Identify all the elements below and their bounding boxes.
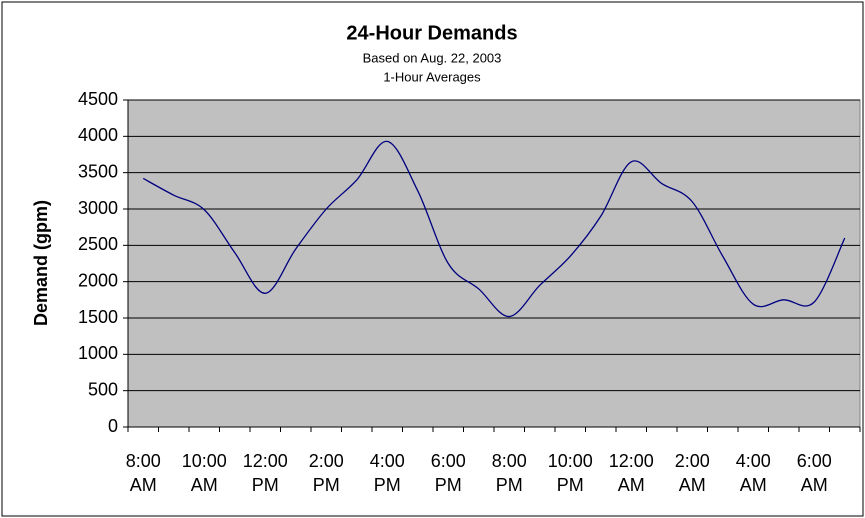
x-tick-label: 4:00 PM: [369, 451, 405, 495]
x-tick-label: 2:00 AM: [674, 451, 710, 495]
y-tick-label: 4500: [78, 89, 118, 109]
y-tick-label: 4000: [78, 125, 118, 145]
x-tick-label: 10:00 AM: [181, 451, 227, 495]
chart-title: 24-Hour Demands: [346, 22, 517, 44]
x-tick-label: 8:00 AM: [125, 451, 161, 495]
y-tick-label: 0: [108, 416, 118, 436]
x-tick-label: 10:00 PM: [547, 451, 593, 495]
y-tick-label: 2000: [78, 270, 118, 290]
x-tick-label: 12:00 AM: [608, 451, 654, 495]
chart-subtitle: Based on Aug. 22, 2003: [363, 50, 502, 65]
y-axis-label: Demand (gpm): [31, 200, 51, 326]
y-tick-label: 1000: [78, 343, 118, 363]
y-tick-label: 500: [88, 379, 118, 399]
y-tick-label: 1500: [78, 307, 118, 327]
x-tick-label: 4:00 AM: [735, 451, 771, 495]
y-tick-label: 3500: [78, 161, 118, 181]
data-line: [142, 140, 846, 318]
x-tick-label: 2:00 PM: [308, 451, 344, 495]
x-tick-label: 6:00 AM: [796, 451, 832, 495]
y-tick-label: 3000: [78, 198, 118, 218]
y-tick-label: 2500: [78, 234, 118, 254]
chart-subtitle: 1-Hour Averages: [383, 69, 481, 84]
plot-area: [127, 99, 861, 428]
x-tick-label: 12:00 PM: [242, 451, 288, 495]
x-tick-label: 6:00 PM: [430, 451, 466, 495]
x-tick-label: 8:00 PM: [491, 451, 527, 495]
